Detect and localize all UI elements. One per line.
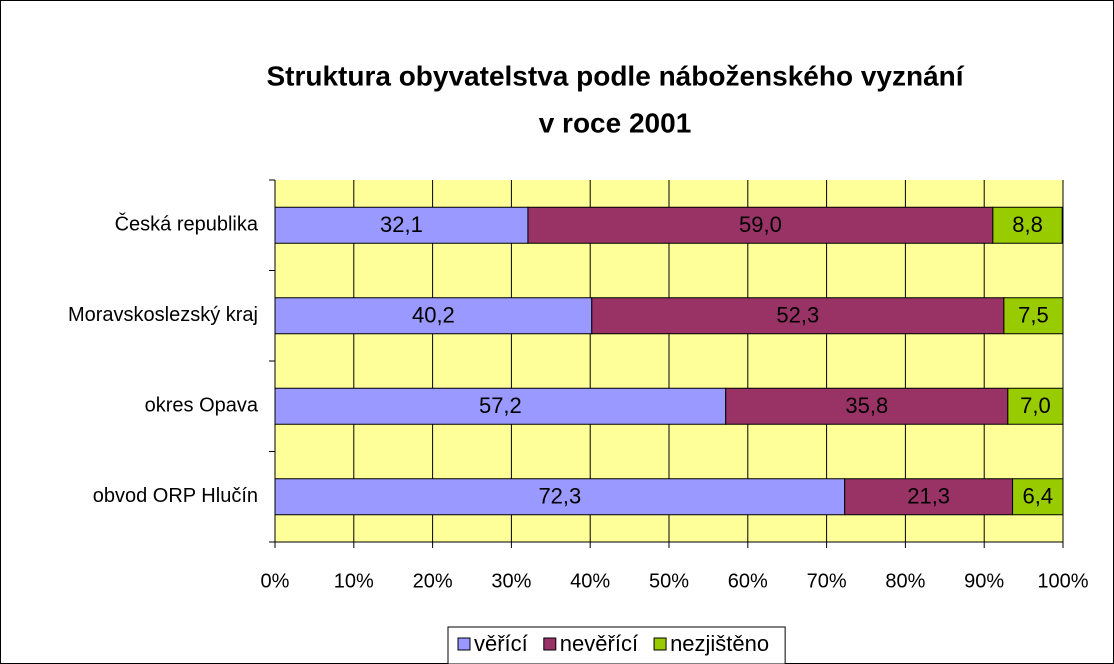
legend-label: nevěřící bbox=[560, 631, 638, 656]
value-label: 7,0 bbox=[1020, 393, 1051, 418]
bar-segment bbox=[591, 297, 1005, 335]
legend-label: věřící bbox=[474, 631, 528, 656]
x-tick-label: 40% bbox=[570, 570, 610, 592]
y-tick-label: Česká republika bbox=[115, 213, 259, 236]
legend-label: nezjištěno bbox=[670, 631, 769, 656]
x-tick-label: 20% bbox=[413, 570, 453, 592]
y-tick-label: okres Opava bbox=[145, 395, 259, 417]
bar-segment bbox=[844, 478, 1014, 516]
bar-segment bbox=[527, 206, 994, 244]
legend-swatch bbox=[457, 637, 471, 651]
chart-title: Struktura obyvatelstva podle náboženskéh… bbox=[266, 60, 964, 91]
legend bbox=[447, 626, 786, 664]
bar-segment bbox=[274, 206, 529, 244]
x-tick-label: 60% bbox=[728, 570, 768, 592]
value-label: 72,3 bbox=[538, 484, 581, 509]
y-tick-label: Moravskoslezský kraj bbox=[68, 304, 258, 326]
chart-title: v roce 2001 bbox=[539, 107, 692, 138]
value-label: 8,8 bbox=[1012, 212, 1043, 237]
bar-segment bbox=[1012, 478, 1064, 516]
value-label: 21,3 bbox=[907, 484, 950, 509]
x-tick-label: 70% bbox=[807, 570, 847, 592]
bar-segment bbox=[1003, 297, 1064, 335]
value-label: 32,1 bbox=[380, 212, 423, 237]
value-label: 59,0 bbox=[739, 212, 782, 237]
x-tick-label: 50% bbox=[649, 570, 689, 592]
y-tick-label: obvod ORP Hlučín bbox=[93, 485, 258, 507]
bar-segment bbox=[274, 297, 593, 335]
x-tick-label: 30% bbox=[491, 570, 531, 592]
x-tick-label: 10% bbox=[334, 570, 374, 592]
value-label: 6,4 bbox=[1022, 484, 1053, 509]
x-tick-label: 80% bbox=[885, 570, 925, 592]
legend-swatch bbox=[653, 637, 667, 651]
value-label: 57,2 bbox=[479, 393, 522, 418]
bar-segment bbox=[274, 387, 727, 425]
bar-segment bbox=[1007, 387, 1064, 425]
value-label: 7,5 bbox=[1018, 303, 1049, 328]
x-tick-label: 100% bbox=[1037, 570, 1088, 592]
value-label: 40,2 bbox=[412, 303, 455, 328]
legend-swatch bbox=[543, 637, 557, 651]
x-tick-label: 0% bbox=[261, 570, 290, 592]
bar-segment bbox=[274, 478, 846, 516]
x-tick-label: 90% bbox=[964, 570, 1004, 592]
value-label: 35,8 bbox=[845, 393, 888, 418]
bar-segment bbox=[992, 206, 1063, 244]
value-label: 52,3 bbox=[776, 303, 819, 328]
